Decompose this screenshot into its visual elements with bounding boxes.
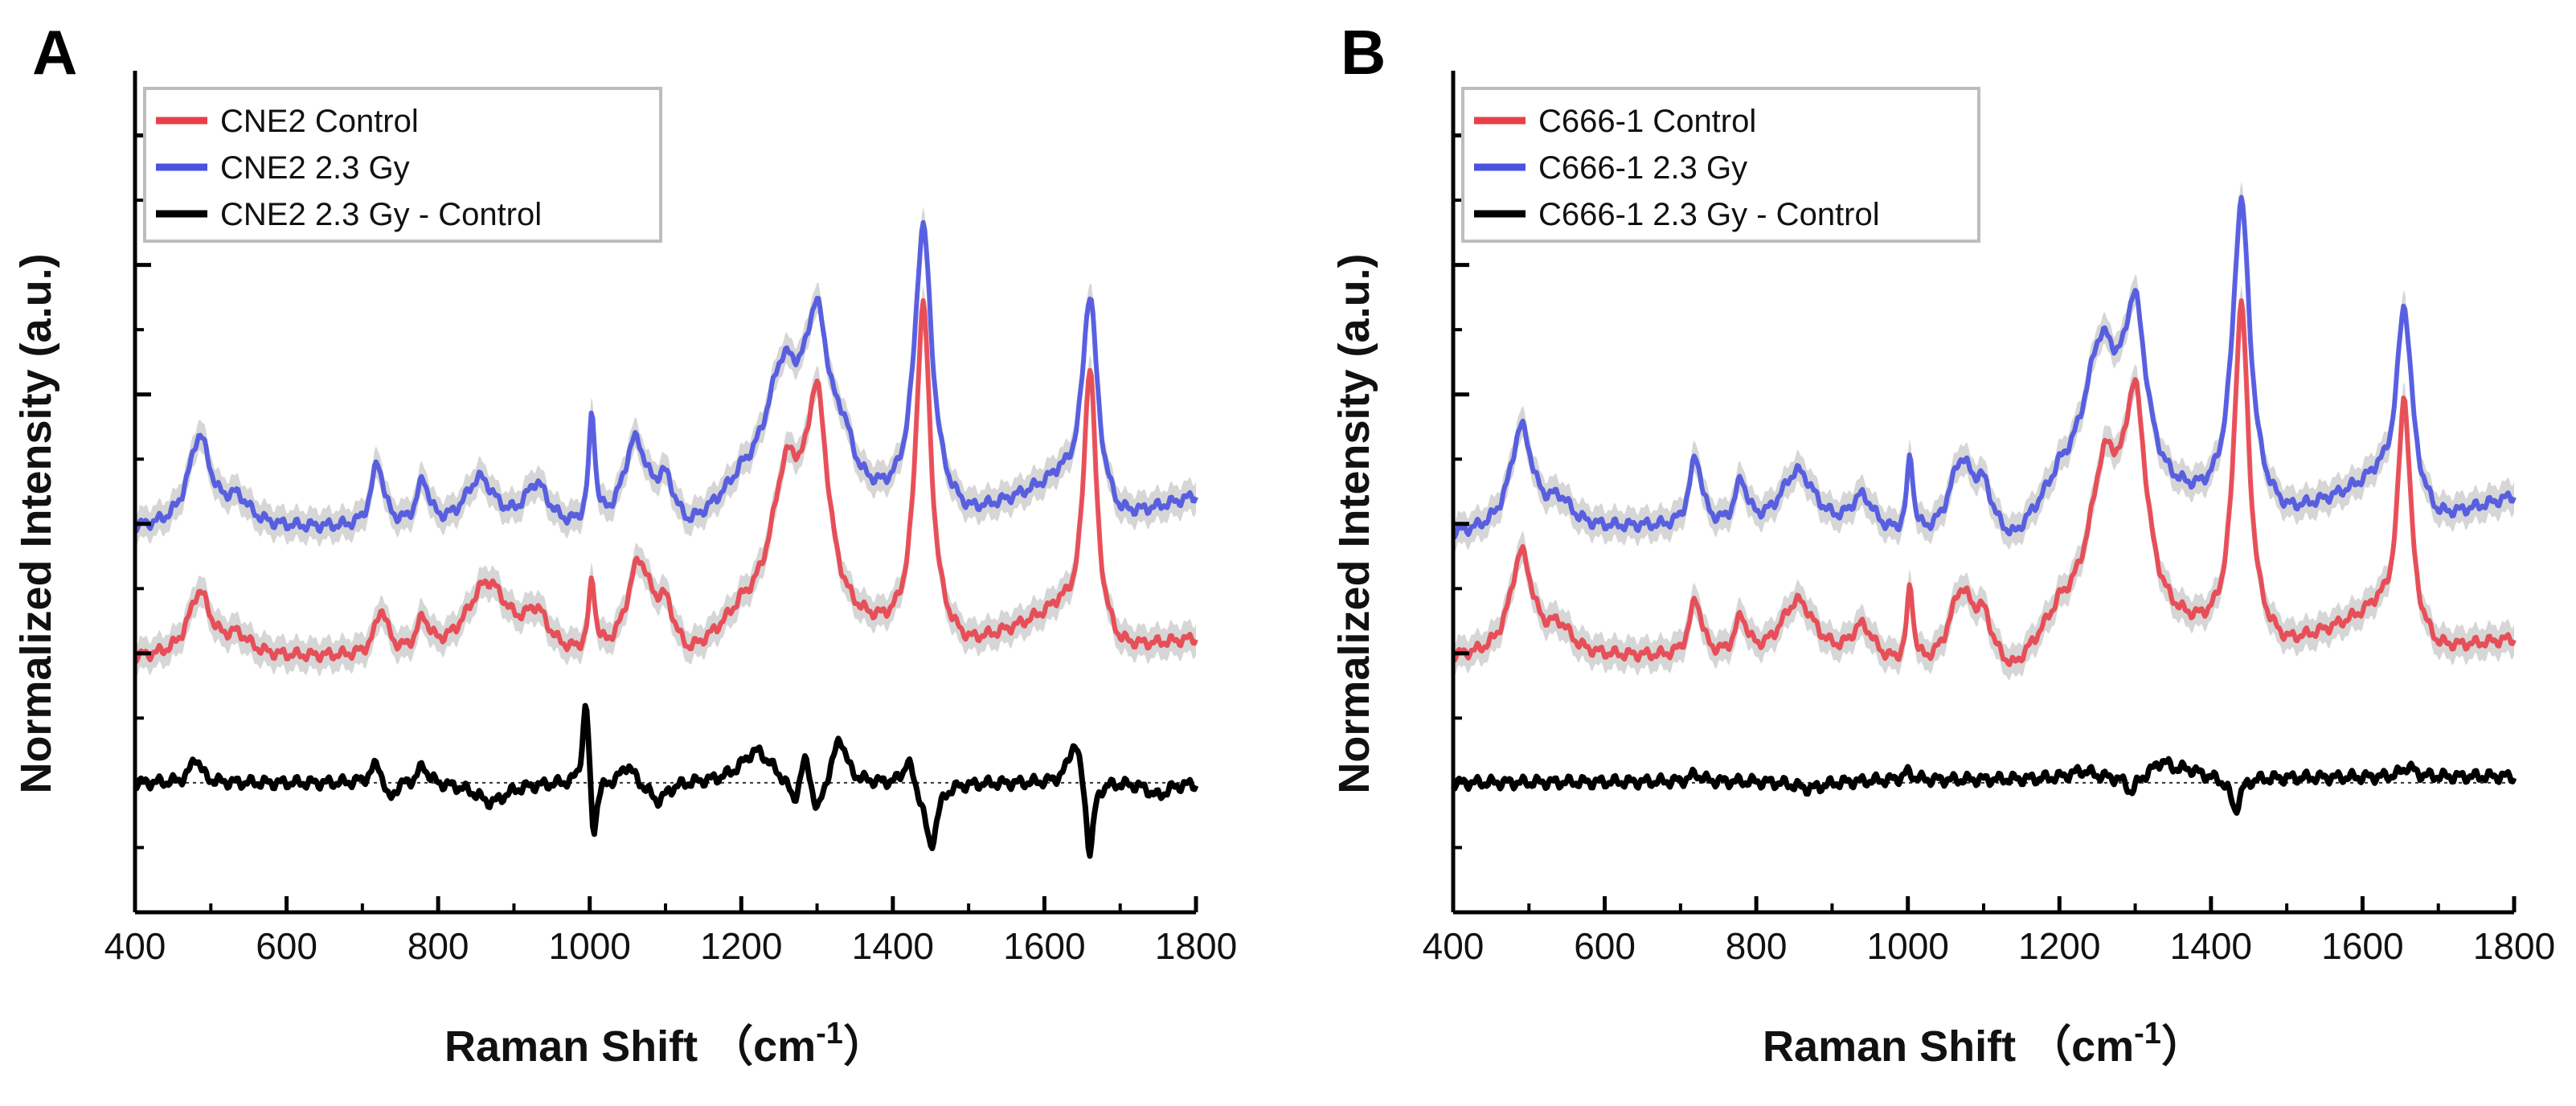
y-axis-title: Normalized Intensity (a.u.) xyxy=(1330,253,1378,793)
x-tick-label: 400 xyxy=(104,925,166,967)
x-tick-label: 1000 xyxy=(549,925,631,967)
x-tick-label: 800 xyxy=(407,925,469,967)
series-line xyxy=(1451,195,2517,540)
y-axis-title: Normalized Intensity (a.u.) xyxy=(12,253,60,793)
series-line xyxy=(1451,756,2517,816)
legend-entry: C666-1 2.3 Gy - Control xyxy=(1538,197,1880,232)
x-tick-label: 800 xyxy=(1726,925,1788,967)
series-line xyxy=(133,298,1198,664)
series-line xyxy=(133,219,1198,535)
legend-entry: CNE2 2.3 Gy - Control xyxy=(220,197,542,232)
x-tick-label: 1600 xyxy=(1003,925,1085,967)
x-tick-label: 1200 xyxy=(700,925,782,967)
x-tick-label: 600 xyxy=(256,925,317,967)
legend-entry: C666-1 2.3 Gy xyxy=(1538,150,1747,186)
legend-box xyxy=(1461,87,1980,243)
x-axis-title: Raman Shift （cm-1） xyxy=(444,1017,887,1071)
x-tick-label: 600 xyxy=(1574,925,1636,967)
x-tick-label: 400 xyxy=(1423,925,1485,967)
x-tick-label: 1600 xyxy=(2321,925,2403,967)
legend-box xyxy=(143,87,662,243)
x-tick-label: 1200 xyxy=(2018,925,2100,967)
x-axis-title: Raman Shift （cm-1） xyxy=(1763,1017,2205,1071)
panel-letter: A xyxy=(32,17,77,88)
x-tick-label: 1000 xyxy=(1867,925,1949,967)
panel-a: A 400 600 800 1000 1200 1400 1600 1800 Raman Shif… xyxy=(12,17,1237,1071)
legend-entry: C666-1 Control xyxy=(1538,104,1756,139)
legend-entry: CNE2 Control xyxy=(220,104,419,139)
x-tick-label: 1800 xyxy=(2473,925,2555,967)
legend: CNE2 Control CNE2 2.3 Gy CNE2 2.3 Gy - Con… xyxy=(143,87,662,243)
x-tick-label: 1800 xyxy=(1155,925,1237,967)
legend: C666-1 Control C666-1 2.3 Gy C666-1 2.3 Gy… xyxy=(1461,87,1980,243)
series-line xyxy=(133,703,1199,859)
series-line xyxy=(1451,298,2517,668)
x-tick-label: 1400 xyxy=(852,925,934,967)
panel-letter: B xyxy=(1341,17,1386,88)
panel-b: B 400 600 800 1000 1200 1400 1600 1800 Raman Shif… xyxy=(1330,17,2555,1071)
x-tick-label: 1400 xyxy=(2170,925,2252,967)
error-band xyxy=(135,207,1196,547)
legend-entry: CNE2 2.3 Gy xyxy=(220,150,410,186)
